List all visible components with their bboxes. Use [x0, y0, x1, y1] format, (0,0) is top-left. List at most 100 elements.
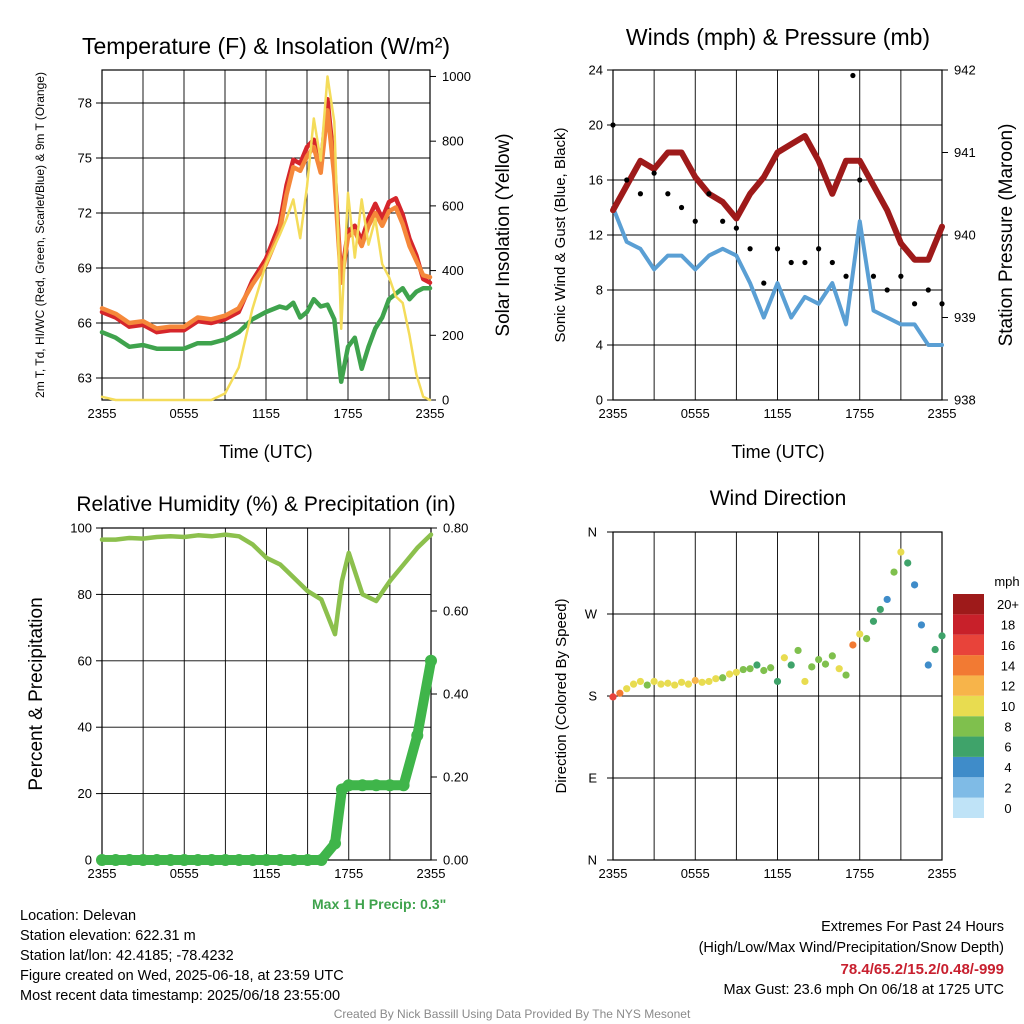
y-axis-title: Sonic Wind & Gust (Blue, Black): [552, 127, 569, 342]
direction-point: [890, 568, 898, 576]
x-tick-label: 2355: [88, 866, 117, 881]
gust-point: [624, 177, 630, 183]
colorbar-swatch: [953, 675, 984, 696]
direction-point: [787, 661, 795, 669]
direction-point: [746, 665, 754, 673]
direction-point: [629, 680, 638, 688]
gust-point: [720, 218, 726, 224]
x-tick-label: 0555: [170, 406, 199, 421]
direction-point: [773, 677, 782, 686]
direction-point: [616, 689, 624, 697]
chart-title: Temperature (F) & Insolation (W/m²): [82, 33, 450, 59]
plot-frame: [101, 69, 431, 401]
chart-title: Wind Direction: [710, 487, 847, 510]
gust-point: [925, 287, 931, 293]
gust-point: [829, 259, 835, 266]
elevation-text: Station elevation: 622.31 m: [20, 928, 196, 944]
gust-point: [884, 287, 890, 293]
y-tick-label: 20: [589, 118, 603, 133]
precip-line: [97, 655, 436, 865]
direction-point: [753, 661, 761, 669]
y2-tick-label: 940: [954, 228, 976, 243]
direction-point: [849, 641, 857, 649]
y2-tick-label: 200: [442, 328, 464, 343]
y-tick-label: 63: [78, 371, 92, 386]
y-tick-label: N: [588, 525, 597, 540]
gust-point: [761, 280, 767, 286]
x-tick-label: 0555: [681, 406, 710, 421]
max-gust-point: [850, 72, 856, 79]
y2-tick-label: 600: [442, 198, 464, 213]
colorbar-label: 0: [1004, 801, 1011, 816]
colorbar-swatch: [953, 777, 984, 798]
colorbar-swatch: [953, 634, 984, 656]
y-tick-label: 78: [78, 96, 92, 111]
recent-text: Most recent data timestamp: 2025/06/18 2…: [20, 988, 341, 1004]
direction-point: [623, 685, 631, 693]
colorbar-label: 6: [1004, 740, 1011, 755]
direction-point: [904, 559, 912, 567]
y2-tick-label: 942: [954, 63, 976, 78]
y-tick-label: S: [588, 689, 597, 704]
x-tick-label: 1755: [845, 406, 874, 421]
y2-tick-label: 0.20: [443, 770, 468, 785]
direction-point: [780, 654, 788, 662]
colorbar-label: 20+: [997, 597, 1019, 612]
direction-point: [924, 661, 932, 669]
direction-point: [876, 605, 884, 614]
y-tick-label: 69: [78, 261, 92, 276]
direction-point: [609, 693, 617, 701]
gust-point: [816, 246, 822, 252]
direction-point: [719, 674, 727, 682]
colorbar-swatch: [953, 614, 984, 635]
direction-point: [671, 681, 679, 689]
y2-tick-label: 800: [442, 134, 464, 149]
colorbar-label: 10: [1001, 699, 1015, 714]
y2-axis-title: Station Pressure (Maroon): [996, 124, 1017, 347]
colorbar-title: mph: [994, 574, 1019, 589]
gust-point: [651, 170, 657, 176]
y2-tick-label: 0: [442, 393, 449, 408]
x-tick-label: 0555: [681, 866, 710, 881]
created-text: Figure created on Wed, 2025-06-18, at 23…: [20, 968, 344, 984]
y-tick-label: 24: [589, 63, 603, 78]
colorbar-swatch: [953, 594, 984, 615]
x-tick-label: 1755: [845, 866, 874, 881]
gust-point: [692, 218, 698, 224]
x-tick-label: 2355: [416, 406, 445, 421]
insolation-line: [100, 75, 432, 402]
y-tick-label: 60: [78, 653, 92, 668]
gust-point: [637, 191, 644, 197]
y-tick-label: 0: [85, 853, 92, 868]
y-tick-label: 80: [78, 587, 92, 602]
direction-point: [732, 668, 740, 676]
direction-point: [650, 677, 658, 686]
temperature-panel: Temperature (F) & Insolation (W/m²) Time …: [33, 33, 514, 462]
direction-point: [739, 665, 747, 674]
y-tick-label: 8: [596, 283, 603, 298]
direction-point: [657, 680, 665, 688]
gust-point: [843, 273, 849, 279]
gust-point: [857, 177, 863, 183]
max-precip-note: Max 1 H Precip: 0.3": [312, 896, 447, 912]
x-tick-label: 2355: [599, 406, 628, 421]
humidity-panel: Relative Humidity (%) & Precipitation (i…: [26, 493, 468, 881]
gust-point: [774, 246, 781, 252]
direction-point: [815, 655, 823, 664]
winds-panel: Winds (mph) & Pressure (mb) Time (UTC) Son…: [552, 24, 1017, 462]
y-tick-label: 72: [78, 206, 92, 221]
y-tick-label: 12: [589, 228, 603, 243]
y-axis-title: Direction (Colored By Speed): [553, 598, 570, 793]
colorbar-label: 2: [1004, 780, 1011, 795]
direction-point: [705, 677, 713, 686]
y-tick-label: W: [585, 607, 598, 622]
colorbar-swatch: [953, 736, 984, 757]
direction-point: [931, 645, 939, 654]
direction-point: [856, 630, 864, 638]
gust-point: [788, 259, 794, 266]
direction-point: [760, 666, 768, 675]
colorbar-label: 18: [1001, 618, 1015, 633]
direction-point: [794, 646, 802, 655]
colorbar-swatch: [953, 797, 984, 818]
direction-point: [808, 663, 816, 671]
